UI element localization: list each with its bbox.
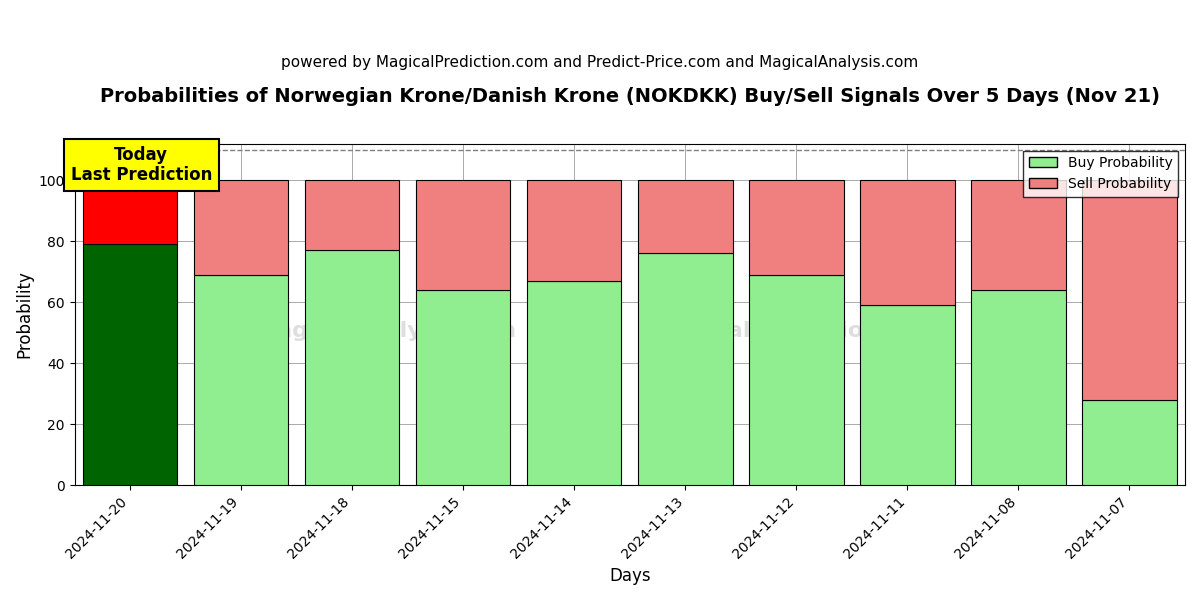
Bar <box>749 180 844 275</box>
Text: Today
Last Prediction: Today Last Prediction <box>71 146 212 184</box>
Bar <box>971 180 1066 290</box>
Bar <box>416 180 510 290</box>
Bar <box>638 180 732 253</box>
Y-axis label: Probability: Probability <box>16 271 34 358</box>
Bar <box>194 275 288 485</box>
Bar <box>527 281 622 485</box>
Bar <box>305 180 400 250</box>
Text: powered by MagicalPrediction.com and Predict-Price.com and MagicalAnalysis.com: powered by MagicalPrediction.com and Pre… <box>281 55 919 70</box>
Bar <box>638 253 732 485</box>
Bar <box>860 180 955 305</box>
Bar <box>860 305 955 485</box>
X-axis label: Days: Days <box>610 567 650 585</box>
Bar <box>749 275 844 485</box>
Text: MagicalPrediction.com: MagicalPrediction.com <box>654 322 940 341</box>
Title: Probabilities of Norwegian Krone/Danish Krone (NOKDKK) Buy/Sell Signals Over 5 D: Probabilities of Norwegian Krone/Danish … <box>100 87 1160 106</box>
Bar <box>83 180 178 244</box>
Text: MagicalAnalysis.com: MagicalAnalysis.com <box>254 322 516 341</box>
Bar <box>83 244 178 485</box>
Bar <box>527 180 622 281</box>
Bar <box>305 250 400 485</box>
Bar <box>971 290 1066 485</box>
Bar <box>1082 180 1177 400</box>
Bar <box>416 290 510 485</box>
Bar <box>1082 400 1177 485</box>
Bar <box>194 180 288 275</box>
Legend: Buy Probability, Sell Probability: Buy Probability, Sell Probability <box>1024 151 1178 197</box>
